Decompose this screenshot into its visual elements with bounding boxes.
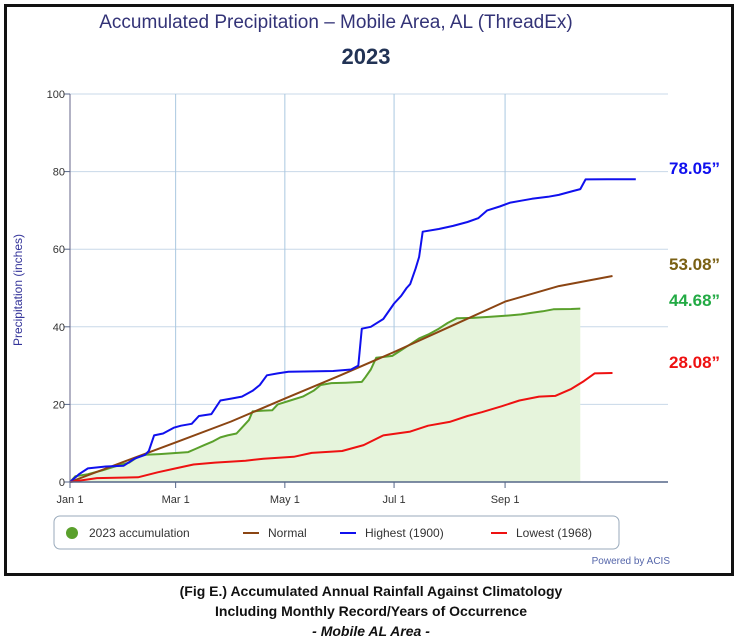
x-tick-label: Jul 1 [382, 494, 405, 506]
y-tick-label: 40 [53, 322, 65, 334]
x-tick-label: Jan 1 [57, 494, 84, 506]
legend: 2023 accumulation Normal Highest (1900) Low… [53, 515, 620, 550]
precipitation-chart: Accumulated Precipitation – Mobile Area,… [11, 12, 720, 567]
axis-layer: 0 20 40 60 80 100 Jan 1 Mar 1 May 1 Jul 1 Sep 1 [47, 89, 668, 506]
line-highest-1900 [69, 178, 636, 483]
x-tick-label: Mar 1 [162, 494, 190, 506]
series-area-2023 [70, 308, 581, 482]
caption-line-3: - Mobile AL Area - [312, 623, 430, 639]
chart-subtitle: 2023 [342, 44, 391, 69]
series-layer [69, 178, 636, 483]
x-tick-label: Sep 1 [491, 494, 520, 506]
legend-label: Lowest (1968) [516, 526, 592, 540]
y-tick-label: 20 [53, 399, 65, 411]
x-tick-label: May 1 [270, 494, 300, 506]
legend-label: 2023 accumulation [89, 526, 190, 540]
legend-label: Highest (1900) [365, 526, 444, 540]
end-label: 44.68” [669, 291, 720, 310]
end-labels: 78.05” 53.08” 44.68” 28.08” [669, 159, 720, 372]
legend-label: Normal [268, 526, 307, 540]
y-tick-label: 0 [59, 477, 65, 489]
legend-box [53, 515, 620, 550]
line-normal [69, 275, 613, 483]
y-axis-label: Precipitation (inches) [11, 234, 25, 346]
y-tick-label: 60 [53, 244, 65, 256]
credit-text: Powered by ACIS [592, 556, 671, 567]
caption-line-2: Including Monthly Record/Years of Occurr… [215, 603, 527, 619]
end-label: 53.08” [669, 255, 720, 274]
area-layer [70, 308, 581, 482]
y-tick-label: 80 [53, 167, 65, 179]
end-label: 78.05” [669, 159, 720, 178]
caption-line-1: (Fig E.) Accumulated Annual Rainfall Aga… [179, 583, 563, 599]
line-lowest-1968 [69, 372, 613, 483]
legend-marker [66, 527, 78, 539]
end-label: 28.08” [669, 353, 720, 372]
y-tick-label: 100 [47, 89, 65, 101]
chart-title: Accumulated Precipitation – Mobile Area,… [99, 12, 572, 33]
